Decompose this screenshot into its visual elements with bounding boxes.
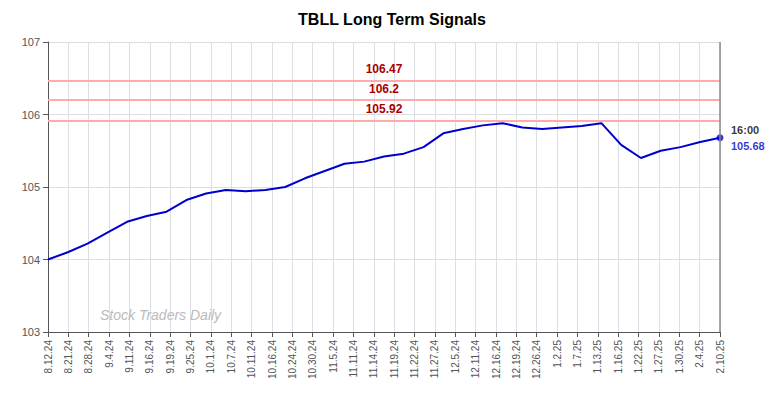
svg-text:104: 104 [22, 254, 40, 266]
svg-text:11.22.24: 11.22.24 [409, 340, 420, 379]
svg-text:9.25.24: 9.25.24 [185, 340, 196, 374]
svg-text:9.11.24: 9.11.24 [124, 340, 135, 373]
svg-text:10.1.24: 10.1.24 [205, 340, 216, 374]
svg-text:12.5.24: 12.5.24 [450, 340, 461, 374]
svg-text:12.26.24: 12.26.24 [531, 340, 542, 379]
svg-text:106.47: 106.47 [366, 62, 403, 76]
svg-text:11.27.24: 11.27.24 [429, 340, 440, 379]
svg-text:10.30.24: 10.30.24 [307, 340, 318, 379]
svg-text:8.28.24: 8.28.24 [83, 340, 94, 374]
svg-text:1.30.25: 1.30.25 [674, 340, 685, 374]
svg-text:11.14.24: 11.14.24 [368, 340, 379, 379]
svg-text:105.92: 105.92 [366, 102, 403, 116]
svg-text:105.68: 105.68 [731, 140, 765, 152]
svg-text:1.16.25: 1.16.25 [613, 340, 624, 374]
svg-text:2.10.25: 2.10.25 [715, 340, 726, 374]
svg-text:1.22.25: 1.22.25 [633, 340, 644, 374]
svg-text:1.2.25: 1.2.25 [552, 340, 563, 368]
svg-text:107: 107 [22, 36, 40, 48]
svg-text:12.11.24: 12.11.24 [470, 340, 481, 379]
svg-text:10.24.24: 10.24.24 [287, 340, 298, 379]
svg-text:105: 105 [22, 181, 40, 193]
svg-text:8.12.24: 8.12.24 [43, 340, 54, 374]
svg-text:11.5.24: 11.5.24 [328, 340, 339, 373]
svg-text:9.4.24: 9.4.24 [104, 340, 115, 368]
svg-text:11.11.24: 11.11.24 [348, 340, 359, 378]
svg-text:1.27.25: 1.27.25 [653, 340, 664, 374]
svg-text:106: 106 [22, 109, 40, 121]
svg-text:TBLL Long Term Signals: TBLL Long Term Signals [298, 11, 486, 28]
svg-text:1.7.25: 1.7.25 [572, 340, 583, 368]
svg-text:10.11.24: 10.11.24 [246, 340, 257, 379]
svg-text:11.19.24: 11.19.24 [389, 340, 400, 379]
svg-text:103: 103 [22, 326, 40, 338]
svg-text:2.4.25: 2.4.25 [694, 340, 705, 368]
svg-text:16:00: 16:00 [731, 124, 759, 136]
svg-text:12.19.24: 12.19.24 [511, 340, 522, 379]
svg-text:1.13.25: 1.13.25 [592, 340, 603, 374]
svg-text:10.16.24: 10.16.24 [267, 340, 278, 379]
svg-text:9.16.24: 9.16.24 [144, 340, 155, 374]
svg-text:10.7.24: 10.7.24 [226, 340, 237, 374]
svg-text:106.2: 106.2 [369, 82, 399, 96]
svg-text:12.16.24: 12.16.24 [491, 340, 502, 379]
svg-text:9.19.24: 9.19.24 [165, 340, 176, 374]
svg-text:Stock Traders Daily: Stock Traders Daily [100, 307, 222, 323]
svg-text:8.21.24: 8.21.24 [63, 340, 74, 374]
